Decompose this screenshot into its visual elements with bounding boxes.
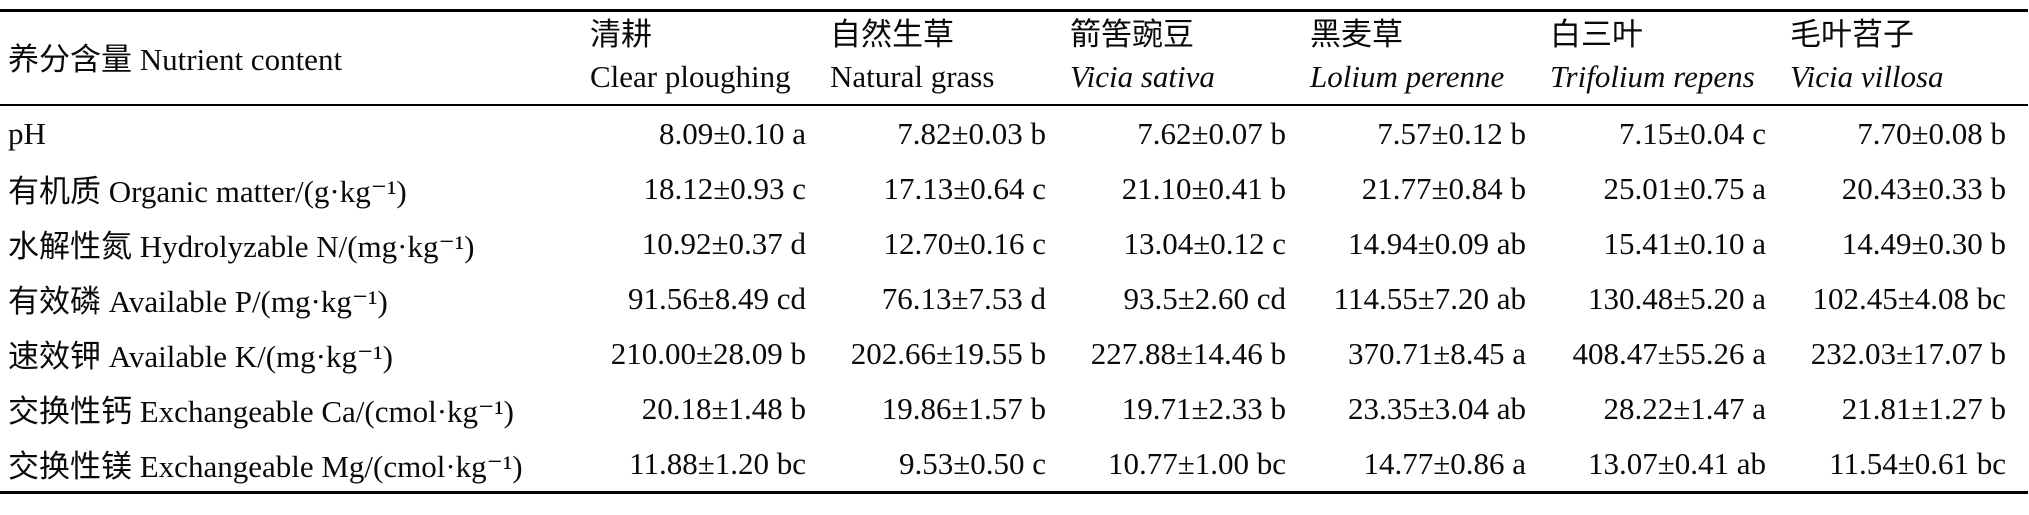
value-cell: 28.22±1.47 a	[1603, 390, 1766, 426]
value-cell: 130.48±5.20 a	[1587, 280, 1766, 316]
row-label: 速效钾 Available K/(mg·kg⁻¹)	[8, 339, 393, 374]
value-cell: 14.77±0.86 a	[1363, 445, 1526, 481]
column-header-en: Clear ploughing	[590, 59, 791, 94]
row-organic-matter: 有机质 Organic matter/(g·kg⁻¹) 18.12±0.93 c…	[0, 161, 2028, 216]
value-cell: 21.77±0.84 b	[1361, 170, 1526, 206]
row-exchangeable-ca: 交换性钙 Exchangeable Ca/(cmol·kg⁻¹) 20.18±1…	[0, 381, 2028, 436]
row-available-p: 有效磷 Available P/(mg·kg⁻¹) 91.56±8.49 cd …	[0, 271, 2028, 326]
value-cell: 93.5±2.60 cd	[1123, 280, 1286, 316]
value-cell: 9.53±0.50 c	[898, 445, 1046, 481]
value-cell: 21.81±1.27 b	[1841, 390, 2006, 426]
row-label: 有效磷 Available P/(mg·kg⁻¹)	[8, 284, 388, 319]
column-header-zh: 清耕	[590, 17, 652, 52]
value-cell: 18.12±0.93 c	[643, 170, 806, 206]
column-header-en: Vicia sativa	[1070, 59, 1215, 94]
value-cell: 370.71±8.45 a	[1347, 335, 1526, 371]
value-cell: 210.00±28.09 b	[610, 335, 806, 371]
column-header-zh: 毛叶苕子	[1790, 17, 1914, 52]
value-cell: 19.71±2.33 b	[1121, 390, 1286, 426]
value-cell: 20.43±0.33 b	[1841, 170, 2006, 206]
value-cell: 114.55±7.20 ab	[1333, 280, 1526, 316]
value-cell: 102.45±4.08 bc	[1812, 280, 2006, 316]
value-cell: 15.41±0.10 a	[1603, 225, 1766, 261]
value-cell: 227.88±14.46 b	[1090, 335, 1286, 371]
value-cell: 23.35±3.04 ab	[1347, 390, 1526, 426]
row-exchangeable-mg: 交换性镁 Exchangeable Mg/(cmol·kg⁻¹) 11.88±1…	[0, 436, 2028, 493]
column-header-zh: 箭筈豌豆	[1070, 17, 1194, 52]
column-header-vicia-villosa: 毛叶苕子 Vicia villosa	[1788, 11, 2028, 106]
value-cell: 21.10±0.41 b	[1121, 170, 1286, 206]
value-cell: 14.49±0.30 b	[1841, 225, 2006, 261]
header-nutrient-content: 养分含量 Nutrient content	[8, 41, 343, 77]
value-cell: 12.70±0.16 c	[883, 225, 1046, 261]
column-header-en: Trifolium repens	[1550, 59, 1755, 94]
value-cell: 25.01±0.75 a	[1603, 170, 1766, 206]
value-cell: 202.66±19.55 b	[850, 335, 1046, 371]
column-header-zh: 黑麦草	[1310, 17, 1403, 52]
value-cell: 408.47±55.26 a	[1572, 335, 1766, 371]
row-ph: pH 8.09±0.10 a 7.82±0.03 b 7.62±0.07 b 7…	[0, 105, 2028, 161]
value-cell: 14.94±0.09 ab	[1347, 225, 1526, 261]
row-label: pH	[8, 115, 46, 151]
column-header-lolium-perenne: 黑麦草 Lolium perenne	[1308, 11, 1548, 106]
column-header-vicia-sativa: 箭筈豌豆 Vicia sativa	[1068, 11, 1308, 106]
value-cell: 7.70±0.08 b	[1857, 115, 2006, 151]
column-header-en: Lolium perenne	[1310, 59, 1505, 94]
value-cell: 76.13±7.53 d	[881, 280, 1046, 316]
value-cell: 17.13±0.64 c	[883, 170, 1046, 206]
value-cell: 7.57±0.12 b	[1377, 115, 1526, 151]
column-header-en: Natural grass	[830, 59, 995, 94]
value-cell: 13.07±0.41 ab	[1587, 445, 1766, 481]
row-label: 交换性镁 Exchangeable Mg/(cmol·kg⁻¹)	[8, 449, 523, 484]
column-header-natural-grass: 自然生草 Natural grass	[828, 11, 1068, 106]
value-cell: 19.86±1.57 b	[881, 390, 1046, 426]
value-cell: 7.62±0.07 b	[1137, 115, 1286, 151]
value-cell: 91.56±8.49 cd	[627, 280, 806, 316]
header-row: 养分含量 Nutrient content 清耕 Clear ploughing…	[0, 11, 2028, 106]
row-label: 交换性钙 Exchangeable Ca/(cmol·kg⁻¹)	[8, 394, 515, 429]
column-header-trifolium-repens: 白三叶 Trifolium repens	[1548, 11, 1788, 106]
value-cell: 11.88±1.20 bc	[629, 445, 806, 481]
value-cell: 10.77±1.00 bc	[1107, 445, 1286, 481]
value-cell: 13.04±0.12 c	[1123, 225, 1286, 261]
column-header-en: Vicia villosa	[1790, 59, 1944, 94]
column-header-zh: 白三叶	[1550, 17, 1643, 52]
row-label: 水解性氮 Hydrolyzable N/(mg·kg⁻¹)	[8, 229, 475, 264]
value-cell: 7.82±0.03 b	[897, 115, 1046, 151]
column-header-clear-ploughing: 清耕 Clear ploughing	[588, 11, 828, 106]
value-cell: 20.18±1.48 b	[641, 390, 806, 426]
value-cell: 7.15±0.04 c	[1618, 115, 1766, 151]
value-cell: 232.03±17.07 b	[1810, 335, 2006, 371]
column-header-zh: 自然生草	[830, 17, 954, 52]
row-available-k: 速效钾 Available K/(mg·kg⁻¹) 210.00±28.09 b…	[0, 326, 2028, 381]
nutrient-content-table: 养分含量 Nutrient content 清耕 Clear ploughing…	[0, 9, 2028, 494]
row-hydrolyzable-n: 水解性氮 Hydrolyzable N/(mg·kg⁻¹) 10.92±0.37…	[0, 216, 2028, 271]
row-label: 有机质 Organic matter/(g·kg⁻¹)	[8, 174, 407, 209]
value-cell: 10.92±0.37 d	[641, 225, 806, 261]
value-cell: 8.09±0.10 a	[658, 115, 806, 151]
value-cell: 11.54±0.61 bc	[1829, 445, 2006, 481]
